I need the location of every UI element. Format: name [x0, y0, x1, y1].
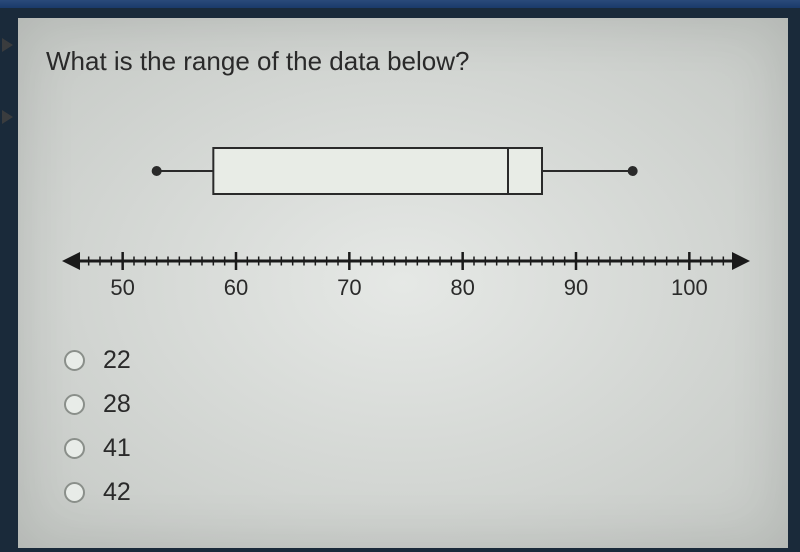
side-indicator-icon	[2, 38, 13, 52]
option-label: 42	[103, 478, 131, 507]
boxplot-chart: 50 60 70 80 90 100	[56, 111, 756, 306]
answer-option-c[interactable]: 41	[64, 426, 764, 470]
question-card: What is the range of the data below? 50 6…	[18, 18, 788, 548]
question-text: What is the range of the data below?	[46, 46, 764, 77]
option-label: 41	[103, 434, 131, 463]
svg-text:100: 100	[671, 275, 708, 300]
svg-text:80: 80	[450, 275, 474, 300]
svg-text:60: 60	[224, 275, 248, 300]
window-topbar	[0, 0, 800, 8]
radio-icon	[64, 482, 85, 503]
svg-text:50: 50	[110, 275, 134, 300]
svg-text:70: 70	[337, 275, 361, 300]
option-label: 22	[103, 346, 131, 375]
answer-options: 22 28 41 42	[64, 338, 764, 514]
radio-icon	[64, 394, 85, 415]
radio-icon	[64, 438, 85, 459]
answer-option-a[interactable]: 22	[64, 338, 764, 382]
radio-icon	[64, 350, 85, 371]
svg-text:90: 90	[564, 275, 588, 300]
side-indicator-icon	[2, 110, 13, 124]
answer-option-d[interactable]: 42	[64, 470, 764, 514]
option-label: 28	[103, 390, 131, 419]
boxplot-svg: 50 60 70 80 90 100	[56, 111, 756, 301]
answer-option-b[interactable]: 28	[64, 382, 764, 426]
